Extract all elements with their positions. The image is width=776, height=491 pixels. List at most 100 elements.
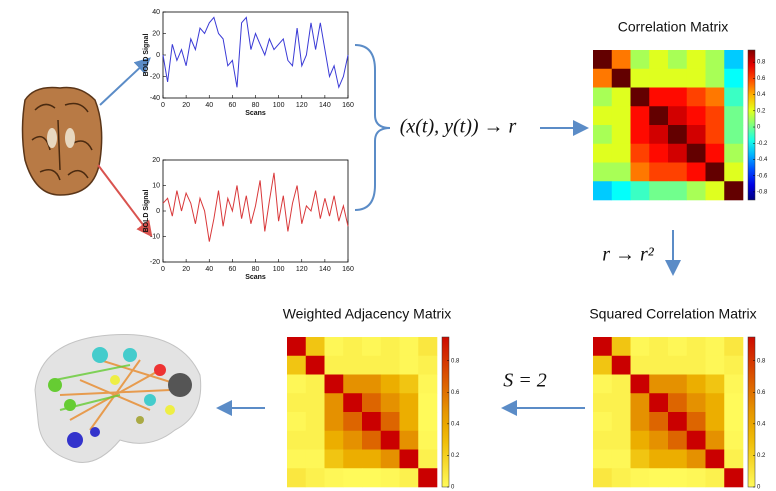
matrix-cell [649,450,668,469]
matrix-cell [612,431,631,450]
matrix-cell [668,125,687,144]
matrix-cell [668,144,687,163]
matrix-cell [706,181,725,200]
matrix-cell [343,412,362,431]
bracket [355,45,390,210]
matrix-cell [325,468,344,487]
matrix-cell [343,431,362,450]
matrix-cell [706,393,725,412]
x-axis-label: Scans [245,274,266,281]
y-tick-label: 10 [152,182,160,189]
matrix-cell [612,125,631,144]
matrix-cell [593,450,612,469]
matrix-cell [400,337,419,356]
x-tick-label: 140 [319,266,331,273]
colorbar [442,337,449,487]
matrix-cell [418,337,437,356]
matrix-cell [306,468,325,487]
matrix-cell [687,125,706,144]
matrix-cell [362,375,381,394]
chart-title: Correlation Matrix [618,19,728,35]
y-tick-label: 40 [152,9,160,16]
matrix-cell [400,412,419,431]
matrix-cell [306,412,325,431]
matrix-cell [381,375,400,394]
matrix-cell [687,356,706,375]
matrix-cell [649,356,668,375]
matrix-cell [631,337,650,356]
matrix-cell [668,181,687,200]
matrix-cell [343,337,362,356]
colorbar-tick-label: 0.2 [757,108,766,114]
matrix-cell [649,393,668,412]
matrix-cell [593,88,612,107]
matrix-cell [593,163,612,182]
matrix-cell [706,163,725,182]
matrix-cell [287,468,306,487]
matrix-cell [418,431,437,450]
matrix-cell [612,88,631,107]
matrix-cell [612,450,631,469]
matrix-cell [631,356,650,375]
matrix-cell [649,468,668,487]
matrix-cell [668,450,687,469]
formula: r → r² [602,244,655,266]
plot-area [163,160,348,262]
colorbar-tick-label: -0.6 [757,173,768,179]
y-axis-label: BOLD Signal [143,34,150,77]
matrix-cell [649,144,668,163]
matrix-cell [362,431,381,450]
matrix-cell [706,50,725,69]
matrix-cell [400,468,419,487]
matrix-cell [687,88,706,107]
matrix-cell [593,144,612,163]
colorbar [748,50,755,200]
matrix-cell [287,337,306,356]
diagram: (x(t), y(t)) → r r → r² S = 2 -40-200204… [0,0,776,491]
matrix-cell [362,337,381,356]
matrix-cell [706,356,725,375]
matrix-cell [668,468,687,487]
x-tick-label: 160 [342,102,354,109]
matrix-cell [706,144,725,163]
matrix-cell [400,375,419,394]
x-tick-label: 100 [273,102,285,109]
matrix-cell [612,106,631,125]
matrix-cell [593,106,612,125]
matrix-cell [706,106,725,125]
matrix-cell [631,144,650,163]
matrix-cell [400,356,419,375]
y-tick-label: -10 [150,233,160,240]
matrix-cell [343,393,362,412]
x-tick-label: 80 [252,102,260,109]
matrix-cell [593,393,612,412]
matrix-cell [687,163,706,182]
matrix-cell [593,181,612,200]
matrix-cell [612,163,631,182]
matrix-cell [668,393,687,412]
y-tick-label: 20 [152,157,160,164]
x-tick-label: 0 [161,266,165,273]
matrix-cell [706,412,725,431]
colorbar-tick-label: 0.2 [757,453,766,459]
colorbar-tick-label: 0.4 [451,421,460,427]
matrix-cell [649,88,668,107]
matrix-cell [612,337,631,356]
matrix-cell [306,356,325,375]
matrix-cell [631,450,650,469]
matrix-cell [706,69,725,88]
colorbar-tick-label: 0 [451,485,455,491]
matrix-cell [706,450,725,469]
matrix-cell [724,88,743,107]
matrix-cell [687,431,706,450]
matrix-cell [687,144,706,163]
matrix-cell [418,468,437,487]
matrix-cell [687,50,706,69]
matrix-cell [706,337,725,356]
matrix-cell [593,337,612,356]
matrix-cell [287,450,306,469]
matrix-cell [631,181,650,200]
matrix-cell [687,375,706,394]
matrix-cell [343,375,362,394]
matrix-cell [306,450,325,469]
